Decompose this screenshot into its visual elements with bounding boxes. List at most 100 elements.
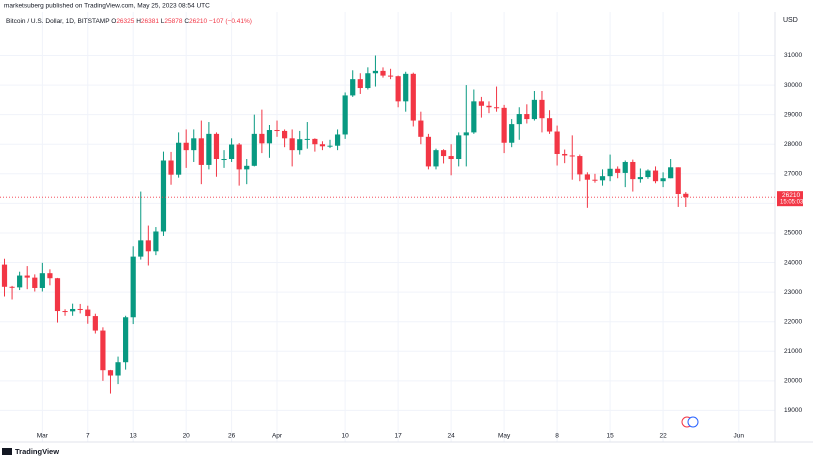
candle-body — [9, 286, 15, 288]
candle-body — [357, 79, 363, 89]
candle-body — [259, 133, 265, 144]
y-tick-label: 21000 — [784, 348, 802, 355]
y-tick-label: 29000 — [784, 111, 802, 118]
candle-body — [493, 107, 500, 109]
candle-body — [206, 133, 212, 165]
candle-body — [630, 161, 636, 180]
y-tick-label: 31000 — [784, 52, 802, 59]
x-tick-label: Apr — [272, 433, 283, 440]
candle-body — [342, 95, 348, 135]
x-tick-label: 13 — [130, 433, 138, 440]
logo-mark — [2, 448, 12, 455]
candle-body — [130, 256, 136, 318]
candle-body — [266, 130, 273, 144]
y-tick-label: 20000 — [784, 378, 802, 385]
candle-body — [221, 159, 227, 161]
candle-body — [251, 133, 257, 166]
x-tick-label: 7 — [86, 433, 90, 440]
ohlc-value: 25878 — [164, 18, 182, 25]
ohlc-label: L — [161, 18, 165, 25]
candle-body — [85, 309, 91, 317]
candle-body — [312, 138, 318, 145]
candle-body — [660, 178, 666, 182]
candle-body — [191, 138, 197, 151]
footer-brand: TradingView — [15, 447, 59, 456]
candle-body — [425, 136, 432, 167]
x-tick-label: 24 — [448, 433, 456, 440]
candle-body — [403, 73, 409, 102]
candle-body — [289, 138, 295, 151]
candle-body — [599, 176, 606, 181]
candle-body — [554, 131, 560, 154]
last-price-label: 26210 — [782, 192, 800, 199]
candle-body — [645, 170, 651, 178]
candle-body — [539, 99, 545, 119]
candle-body — [24, 275, 30, 278]
ohlc-value: 26325 — [116, 18, 134, 25]
last-price-badge — [777, 191, 803, 207]
y-tick-label: 27000 — [784, 171, 802, 178]
candle-body — [327, 145, 333, 147]
candle-body — [77, 308, 83, 310]
y-tick-label: 25000 — [784, 230, 802, 237]
candle-body — [546, 118, 553, 132]
y-tick-label: 22000 — [784, 318, 802, 325]
candle-body — [562, 153, 568, 156]
candle-body — [319, 144, 326, 147]
x-tick-label: May — [498, 433, 511, 440]
candle-body — [516, 114, 522, 125]
x-tick-label: 8 — [555, 433, 559, 440]
y-tick-label: 30000 — [784, 82, 802, 89]
candle-body — [92, 316, 98, 331]
x-tick-label: Jun — [734, 433, 745, 440]
candle-body — [334, 134, 341, 146]
candle-body — [607, 168, 613, 177]
ohlc-label: O — [111, 18, 116, 25]
candle-body — [637, 177, 643, 180]
published-line: marketsuberg published on TradingView.co… — [4, 3, 210, 10]
candle-body — [115, 362, 121, 376]
candle-body — [198, 138, 204, 165]
candle-body — [456, 135, 462, 160]
candle-body — [615, 168, 621, 173]
candle-body — [418, 120, 424, 137]
candle-body — [1, 264, 8, 287]
candle-body — [668, 167, 674, 179]
candle-body — [100, 330, 106, 371]
candle-body — [410, 73, 416, 121]
candle-body — [531, 99, 537, 120]
candle-body — [440, 150, 447, 157]
y-tick-label: 28000 — [784, 141, 802, 148]
candle-body — [70, 308, 76, 312]
x-tick-label: 22 — [659, 433, 667, 440]
candle-body — [569, 155, 575, 157]
candle-body — [433, 150, 439, 167]
candle-body — [107, 370, 114, 376]
candle-body — [176, 142, 182, 175]
candle-body — [145, 240, 151, 252]
candle-body — [652, 170, 659, 182]
candle-body — [17, 275, 23, 288]
candle-body — [274, 130, 280, 132]
y-tick-label: 24000 — [784, 259, 802, 266]
candle-body — [372, 70, 379, 74]
candle-body — [183, 142, 189, 151]
ohlc-value: 26381 — [141, 18, 159, 25]
countdown: 15:05:03 — [780, 200, 804, 206]
candle-body — [123, 317, 129, 363]
candle-body — [622, 161, 628, 173]
candle-body — [54, 278, 61, 312]
currency: USD — [783, 17, 798, 24]
candle-body — [213, 133, 220, 160]
candle-body — [47, 273, 53, 279]
candle-body — [478, 101, 485, 106]
candle-body — [675, 167, 681, 195]
candle-body — [62, 311, 68, 313]
candle-body — [395, 76, 401, 102]
candle-body — [138, 240, 144, 257]
candle-body — [297, 139, 303, 151]
grid — [0, 12, 775, 442]
x-tick-label: 20 — [183, 433, 191, 440]
change: −107 (−0.41%) — [209, 18, 252, 25]
